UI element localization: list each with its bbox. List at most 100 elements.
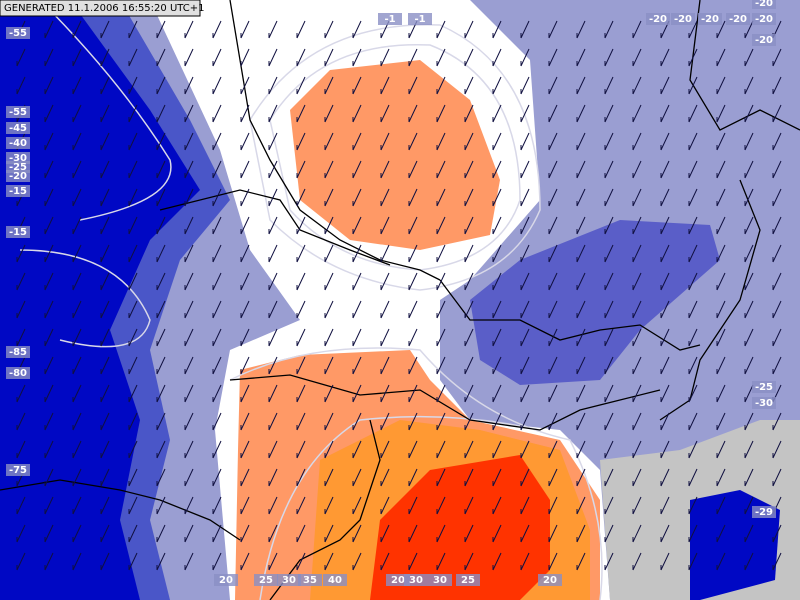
wind-arrow (660, 76, 670, 95)
wind-arrow (16, 440, 26, 459)
wind-arrow (128, 188, 138, 207)
wind-arrow (464, 356, 474, 375)
contour-label: -75 (9, 465, 27, 476)
wind-arrow (716, 76, 726, 95)
wind-arrow (72, 552, 82, 571)
wind-arrow (492, 440, 502, 459)
wind-arrow (352, 272, 362, 291)
wind-arrow (464, 48, 474, 67)
wind-arrow (436, 356, 446, 375)
wind-arrow (408, 524, 418, 543)
contour-label-box (646, 13, 670, 25)
wind-arrow (380, 188, 390, 207)
wind-arrow (240, 328, 250, 347)
wind-arrow (156, 328, 166, 347)
wind-arrow (128, 440, 138, 459)
contour-label-box (6, 106, 30, 118)
wind-arrow (240, 524, 250, 543)
wind-arrow (548, 20, 558, 39)
wind-arrow (352, 104, 362, 123)
wind-arrow (296, 328, 306, 347)
wind-arrow (772, 328, 782, 347)
wind-arrow (352, 76, 362, 95)
region-blue (470, 220, 720, 385)
wind-arrow (660, 216, 670, 235)
contour (229, 347, 603, 600)
contour-label-box (6, 346, 30, 358)
wind-arrow (716, 412, 726, 431)
contour-label-box (6, 226, 30, 238)
wind-arrow (100, 328, 110, 347)
wind-arrow (408, 272, 418, 291)
wind-arrow (520, 188, 530, 207)
wind-arrow (520, 496, 530, 515)
wind-arrow (268, 412, 278, 431)
border (229, 0, 441, 281)
wind-arrow (156, 48, 166, 67)
contour-label-box (456, 574, 480, 586)
wind-arrow (548, 524, 558, 543)
wind-arrow (352, 496, 362, 515)
wind-arrow (632, 104, 642, 123)
wind-arrow (100, 440, 110, 459)
wind-arrow (352, 244, 362, 263)
wind-arrow (240, 384, 250, 403)
wind-arrow (72, 272, 82, 291)
wind-arrow (380, 552, 390, 571)
wind-arrow (604, 76, 614, 95)
wind-arrow (16, 48, 26, 67)
wind-arrow (184, 244, 194, 263)
wind-arrow (72, 20, 82, 39)
wind-arrow (212, 468, 222, 487)
wind-arrow (156, 496, 166, 515)
wind-arrow (212, 188, 222, 207)
wind-arrow (408, 468, 418, 487)
wind-arrow (352, 468, 362, 487)
wind-arrow (436, 20, 446, 39)
wind-arrow (492, 244, 502, 263)
wind-arrow (464, 104, 474, 123)
wind-arrow (604, 104, 614, 123)
border (269, 419, 381, 600)
wind-arrow (632, 272, 642, 291)
wind-arrow (716, 524, 726, 543)
contour-label: -20 (9, 171, 27, 182)
region-orange (290, 60, 500, 250)
wind-arrow (184, 328, 194, 347)
wind-arrow (492, 468, 502, 487)
wind-arrow (464, 440, 474, 459)
wind-arrow (352, 216, 362, 235)
wind-arrow (44, 524, 54, 543)
wind-arrow (464, 412, 474, 431)
wind-arrow (184, 20, 194, 39)
wind-arrow (268, 20, 278, 39)
wind-arrow (548, 468, 558, 487)
wind-arrow (16, 272, 26, 291)
wind-arrow (492, 300, 502, 319)
wind-arrow (44, 244, 54, 263)
wind-arrow (352, 300, 362, 319)
wind-arrow (240, 468, 250, 487)
wind-arrow (660, 188, 670, 207)
wind-arrow (492, 496, 502, 515)
wind-arrow (688, 160, 698, 179)
wind-arrow (688, 496, 698, 515)
wind-arrow (380, 328, 390, 347)
wind-arrow (156, 104, 166, 123)
contour-label: -20 (649, 14, 667, 25)
wind-arrow (520, 300, 530, 319)
wind-arrow (128, 216, 138, 235)
wind-arrow (380, 244, 390, 263)
wind-arrow (268, 104, 278, 123)
wind-arrow (716, 216, 726, 235)
wind-arrow (100, 20, 110, 39)
wind-arrow (240, 188, 250, 207)
contour-label-box (6, 137, 30, 149)
wind-arrow (184, 524, 194, 543)
wind-arrow (16, 384, 26, 403)
wind-arrow (324, 132, 334, 151)
wind-arrow (604, 244, 614, 263)
wind-arrow (492, 20, 502, 39)
wind-arrow (576, 244, 586, 263)
wind-arrow (212, 272, 222, 291)
